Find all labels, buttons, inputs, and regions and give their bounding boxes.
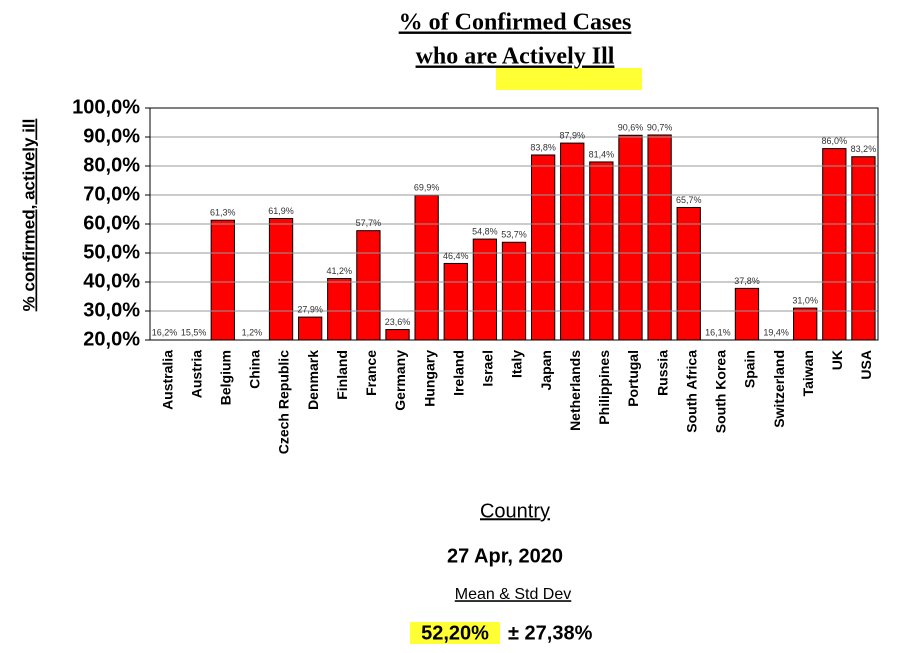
- bar: [356, 230, 381, 340]
- value-label: 16,1%: [705, 327, 731, 337]
- x-tick-label: Spain: [742, 350, 758, 388]
- value-label: 23,6%: [385, 317, 411, 327]
- y-tick-label: 70,0%: [83, 183, 140, 205]
- bar: [152, 339, 177, 340]
- bar: [618, 134, 643, 340]
- bar: [589, 161, 614, 340]
- x-tick-label: Netherlands: [567, 350, 583, 431]
- bar: [268, 217, 294, 340]
- value-label: 81,4%: [589, 149, 615, 159]
- value-label: 57,7%: [356, 218, 382, 228]
- x-tick-label: Taiwan: [800, 350, 816, 396]
- mean: 52,20%: [421, 622, 489, 644]
- bar: [793, 307, 818, 340]
- x-tick-label: Italy: [509, 350, 525, 378]
- value-label: 46,4%: [443, 251, 469, 261]
- x-tick-label: Philippines: [596, 350, 612, 425]
- x-tick-label: Japan: [538, 350, 554, 390]
- x-tick-label: Australia: [159, 350, 175, 410]
- value-label: 65,7%: [676, 195, 702, 205]
- bar: [734, 287, 760, 340]
- bar: [501, 241, 527, 340]
- value-label: 19,4%: [763, 327, 789, 337]
- chart-title: % of Confirmed Cases: [399, 10, 632, 36]
- bar: [676, 206, 701, 340]
- y-axis-label: % confirmed, actively ill: [19, 119, 38, 312]
- value-label: 87,9%: [559, 130, 585, 140]
- y-tick-label: 50,0%: [83, 241, 140, 263]
- value-label: 37,8%: [734, 276, 760, 286]
- date: 27 Apr, 2020: [447, 545, 563, 567]
- bar: [298, 316, 323, 340]
- value-label: 16,2%: [152, 327, 178, 337]
- value-label: 83,8%: [530, 142, 556, 152]
- x-tick-label: Ireland: [450, 350, 466, 396]
- bar: [210, 219, 235, 340]
- x-tick-label: Israel: [480, 350, 496, 387]
- x-tick-label: Austria: [188, 350, 204, 398]
- value-label: 86,0%: [822, 136, 848, 146]
- bar: [647, 134, 672, 340]
- y-tick-label: 30,0%: [83, 299, 140, 321]
- x-tick-label: Belgium: [218, 350, 234, 405]
- bar: [414, 194, 439, 340]
- bar: [472, 238, 498, 340]
- x-tick-label: South Africa: [683, 350, 699, 433]
- value-label: 90,6%: [618, 123, 644, 133]
- x-tick-label: Denmark: [305, 350, 321, 410]
- x-tick-label: Switzerland: [771, 350, 787, 428]
- x-tick-label: France: [363, 350, 379, 396]
- y-tick-label: 80,0%: [83, 154, 140, 176]
- value-label: 61,9%: [268, 206, 294, 216]
- mean-highlight: [410, 622, 500, 644]
- value-label: 83,2%: [851, 144, 877, 154]
- y-tick-label: 20,0%: [83, 328, 140, 350]
- y-tick-label: 60,0%: [83, 212, 140, 234]
- x-tick-label: China: [247, 350, 263, 389]
- value-label: 1,2%: [242, 327, 263, 337]
- x-tick-label: Czech Republic: [276, 350, 292, 454]
- value-label: 69,9%: [414, 183, 440, 193]
- x-tick-label: Portugal: [625, 350, 641, 407]
- bar: [385, 329, 410, 340]
- x-tick-label: Russia: [654, 350, 670, 396]
- x-tick-label: South Korea: [713, 350, 729, 433]
- bar: [560, 142, 585, 340]
- value-label: 15,5%: [181, 327, 207, 337]
- y-tick-label: 90,0%: [83, 125, 140, 147]
- x-tick-label: Finland: [334, 350, 350, 400]
- bar: [822, 148, 847, 340]
- value-label: 31,0%: [792, 295, 818, 305]
- bar: [705, 339, 730, 340]
- y-tick-label: 100,0%: [72, 96, 140, 118]
- x-tick-label: UK: [829, 350, 845, 370]
- value-label: 27,9%: [297, 304, 323, 314]
- bar: [443, 262, 468, 340]
- plot-border: [149, 107, 879, 341]
- x-tick-label: Germany: [392, 350, 408, 411]
- bar: [327, 278, 352, 340]
- x-tick-label: USA: [858, 350, 874, 380]
- value-label: 61,3%: [210, 208, 236, 218]
- y-tick-label: 40,0%: [83, 270, 140, 292]
- plot-bars: [152, 134, 876, 340]
- bar: [851, 156, 876, 340]
- value-label: 90,7%: [647, 122, 673, 132]
- x-axis-label: Country: [480, 500, 550, 522]
- bar: [530, 154, 556, 340]
- std-dev: ± 27,38%: [508, 622, 593, 644]
- stat-title: Mean & Std Dev: [455, 586, 572, 603]
- title-highlight: [496, 68, 642, 90]
- value-label: 53,7%: [501, 230, 527, 240]
- value-label: 54,8%: [472, 226, 498, 236]
- x-tick-label: Hungary: [421, 350, 437, 407]
- value-label: 41,2%: [327, 266, 353, 276]
- chart-title: who are Actively Ill: [416, 44, 615, 70]
